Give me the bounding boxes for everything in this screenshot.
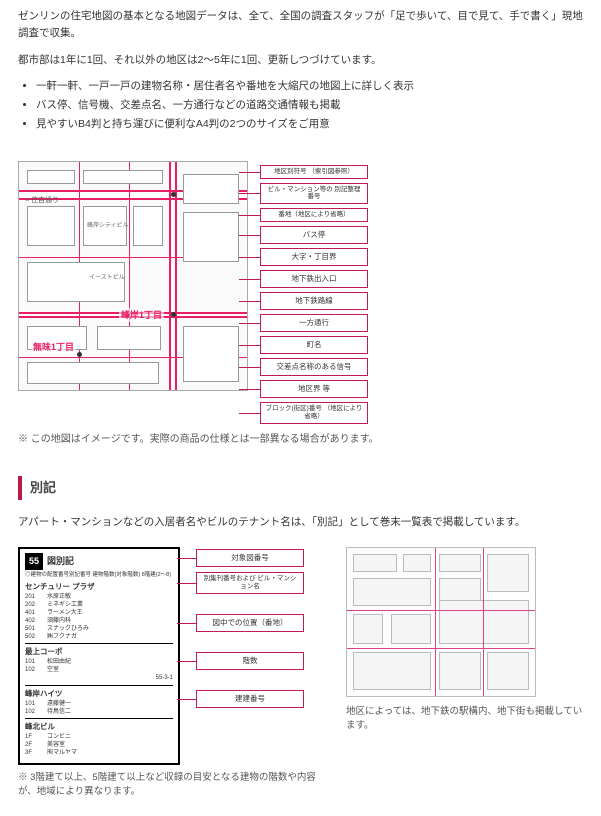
bekki-room: 202 xyxy=(25,601,47,609)
legend-item: 大字・丁目界 xyxy=(260,248,368,266)
map-legend: 地区別符号 （索引図参照） ビル・マンション等の 別記整理番号 番地（地区により… xyxy=(260,161,368,424)
bekki-tenant: 須藤内科 xyxy=(47,617,173,625)
bekki-tenant: スナックひろみ xyxy=(47,625,173,633)
bekki-page-num: 55 xyxy=(25,553,43,569)
map-caption: ※ この地図はイメージです。実際の商品の仕様とは一部異なる場合があります。 xyxy=(18,432,583,448)
legend-item: バス停 xyxy=(260,226,368,244)
map-bldg-label: イーストビル xyxy=(89,274,125,284)
bekki-lead: アパート・マンションなどの入居者名やビルのテナント名は、「別記」として巻末一覧表… xyxy=(18,514,583,531)
bekki-room: 102 xyxy=(25,708,47,716)
legend-item: ビル・マンション等の 別記整理番号 xyxy=(260,183,368,205)
metro-note: 地区によっては、地下鉄の駅構内、地下街も掲載しています。 xyxy=(346,705,583,734)
bekki-tenant: ラーメン大王 xyxy=(47,609,173,617)
bekki-title: 図別記 xyxy=(47,554,74,568)
bekki-room: 502 xyxy=(25,633,47,641)
bekki-tenant: 待鳥信二 xyxy=(47,708,173,716)
bekki-tenant: コンビニ xyxy=(47,733,173,741)
legend-item: 別集刊番号および ビル・マンション名 xyxy=(196,572,304,594)
bekki-tenant: 松田由紀 xyxy=(47,658,173,666)
map-figure: × 住吉通り 峰岸シティビル イーストビル 峰岸1丁目 無味1丁目 地区別符号 … xyxy=(18,161,583,424)
bekki-room: 101 xyxy=(25,700,47,708)
feature-item: 一軒一軒、一戸一戸の建物名称・居住者名や番地を大縮尺の地図上に詳しく表示 xyxy=(36,78,583,95)
feature-list: 一軒一軒、一戸一戸の建物名称・居住者名や番地を大縮尺の地図上に詳しく表示 バス停… xyxy=(18,78,583,132)
map-image: × 住吉通り 峰岸シティビル イーストビル 峰岸1丁目 無味1丁目 xyxy=(18,161,248,391)
legend-item: 階数 xyxy=(196,652,304,670)
bekki-tenant: ミネギシ工業 xyxy=(47,601,173,609)
feature-item: バス停、信号機、交差点名、一方通行などの道路交通情報も掲載 xyxy=(36,97,583,114)
bekki-room: 201 xyxy=(25,593,47,601)
map-route-label: × 住吉通り xyxy=(25,195,59,206)
feature-item: 見やすいB4判と持ち運びに便利なA4判の2つのサイズをご用意 xyxy=(36,116,583,133)
bekki-room: 1F xyxy=(25,733,47,741)
bekki-room: 3F xyxy=(25,749,47,757)
intro-line-2: 都市部は1年に1回、それ以外の地区は2〜5年に1回、更新しつづけています。 xyxy=(18,52,583,69)
bekki-addr: 55-3-1 xyxy=(156,674,173,682)
legend-item: 交差点名称のある信号 xyxy=(260,358,368,376)
bekki-room: 2F xyxy=(25,741,47,749)
bekki-listing: 55 図別記 ◎建物の配置番号別記番号 建物階数(対象階数) 8階建(2〜8) … xyxy=(18,547,180,765)
map-chome-label: 無味1丁目 xyxy=(31,340,76,354)
bekki-building-name: センチュリー プラザ xyxy=(25,581,173,593)
legend-item: 建建番号 xyxy=(196,690,304,708)
legend-item: 地区界 等 xyxy=(260,380,368,398)
legend-item: 地下鉄出入口 xyxy=(260,270,368,288)
bekki-room: 102 xyxy=(25,666,47,674)
bekki-room: 401 xyxy=(25,609,47,617)
intro-line-1: ゼンリンの住宅地図の基本となる地図データは、全て、全国の調査スタッフが「足で歩い… xyxy=(18,8,583,42)
map-bldg-label: 峰岸シティビル xyxy=(87,222,129,232)
bekki-legend: 対象図番号 別集刊番号および ビル・マンション名 図中での位置（番地） 階数 建… xyxy=(196,547,304,765)
map-chome-label: 峰岸1丁目 xyxy=(119,308,164,322)
section-heading-bekki: 別記 xyxy=(18,476,583,501)
bekki-room: 402 xyxy=(25,617,47,625)
bekki-tenant: 遠藤健一 xyxy=(47,700,173,708)
bekki-note: ※ 3階建て以上、5階建て以上など収録の目安となる建物の階数や内容が、地域により… xyxy=(18,771,318,800)
bekki-meta: ◎建物の配置番号別記番号 建物階数(対象階数) 8階建(2〜8) xyxy=(25,572,173,579)
legend-item: 地下鉄路線 xyxy=(260,292,368,310)
bekki-building-name: 峰岸ハイツ xyxy=(25,688,173,700)
legend-item: ブロック(街区)番号 （地区により省略） xyxy=(260,402,368,424)
legend-item: 対象図番号 xyxy=(196,549,304,567)
bekki-tenant: ㈱フクナガ xyxy=(47,633,173,641)
legend-item: 町名 xyxy=(260,336,368,354)
bekki-figure: 55 図別記 ◎建物の配置番号別記番号 建物階数(対象階数) 8階建(2〜8) … xyxy=(18,547,318,765)
bekki-tenant: ㈲マルヤマ xyxy=(47,749,173,757)
bekki-room: 101 xyxy=(25,658,47,666)
bekki-room: 501 xyxy=(25,625,47,633)
legend-item: 図中での位置（番地） xyxy=(196,614,304,632)
legend-item: 番地（地区により省略） xyxy=(260,208,368,222)
bekki-tenant: 水原正敏 xyxy=(47,593,173,601)
bekki-tenant: 美容室 xyxy=(47,741,173,749)
bekki-building-name: 最上コーポ xyxy=(25,646,173,658)
bekki-building-name: 峰北ビル xyxy=(25,721,173,733)
legend-item: 一方通行 xyxy=(260,314,368,332)
metro-figure xyxy=(346,547,536,697)
legend-item: 地区別符号 （索引図参照） xyxy=(260,165,368,179)
bekki-tenant: 空室 xyxy=(47,666,173,674)
